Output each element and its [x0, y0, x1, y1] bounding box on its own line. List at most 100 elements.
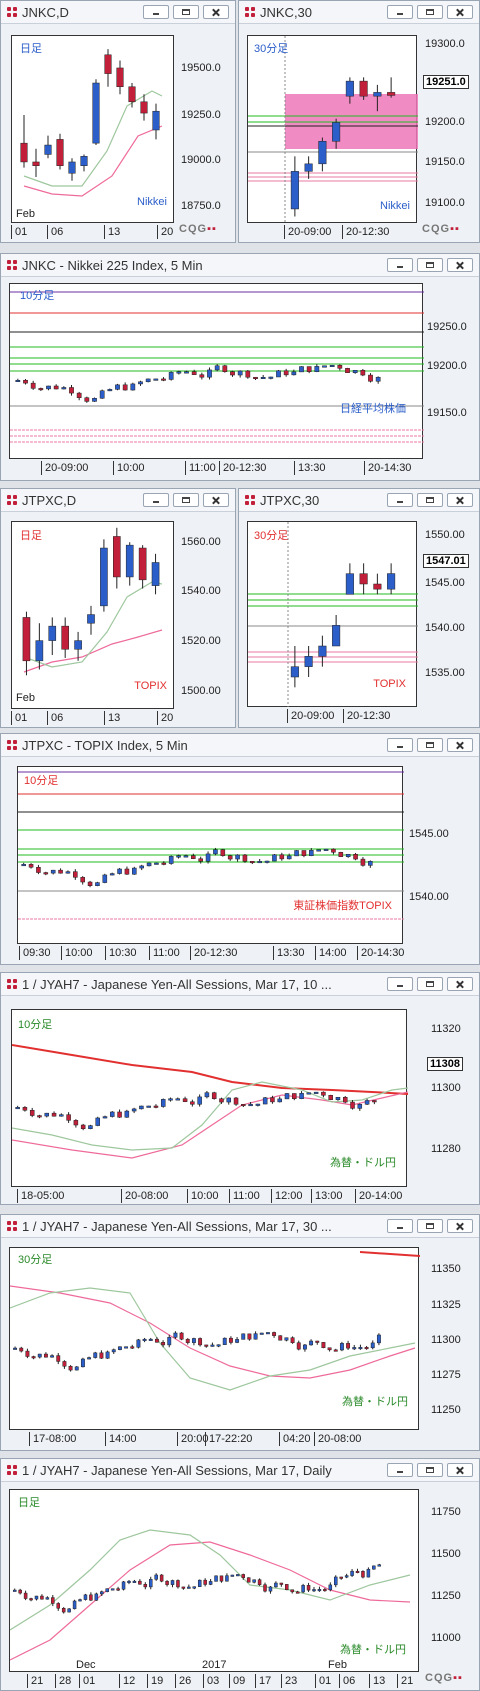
candle-body: [262, 1097, 268, 1105]
titlebar[interactable]: 1 / JYAH7 - Japanese Yen-All Sessions, M…: [1, 973, 479, 996]
minimize-button[interactable]: [143, 5, 169, 19]
close-button[interactable]: [447, 1219, 473, 1233]
candle-body: [252, 1579, 256, 1583]
maximize-button[interactable]: [173, 5, 199, 19]
titlebar[interactable]: JTPXC,30: [239, 489, 479, 512]
maximize-button[interactable]: [417, 493, 443, 507]
window-jnkc-5min[interactable]: JNKC - Nikkei 225 Index, 5 Min 10分足 日経平均…: [0, 253, 480, 481]
chart-plot[interactable]: 30分足 TOPIX: [247, 521, 418, 708]
candle-body: [161, 1342, 166, 1346]
x-tick-label: 20-08:00: [121, 1189, 168, 1203]
window-jnkc-30min[interactable]: JNKC,30 30分足 Nikkei 19300.0 19251.0 1920…: [238, 0, 480, 243]
instrument-name: 為替・ドル円: [340, 1644, 406, 1656]
y-tick-label: 19250.0: [181, 109, 221, 121]
candle-body: [306, 366, 312, 372]
candle-body: [21, 864, 26, 867]
candle-body: [345, 573, 354, 595]
close-button[interactable]: [447, 258, 473, 272]
close-button[interactable]: [447, 5, 473, 19]
maximize-button[interactable]: [417, 1463, 443, 1477]
titlebar[interactable]: 1 / JYAH7 - Japanese Yen-All Sessions, M…: [1, 1215, 479, 1238]
minimize-button[interactable]: [387, 738, 413, 752]
minimize-button[interactable]: [387, 5, 413, 19]
chart-svg: [248, 522, 418, 708]
x-tick-label: 01: [11, 711, 27, 725]
candle-body: [342, 1096, 348, 1103]
x-tick-label: 21: [397, 1674, 413, 1688]
candle-body: [23, 379, 28, 384]
chart-plot[interactable]: 10分足 東証株価指数TOPIX: [17, 766, 404, 944]
candle-body: [84, 397, 90, 402]
candle-body: [187, 1586, 191, 1589]
window-jtpxc-daily[interactable]: JTPXC,D 日足 TOPIX Feb 1560.00 1540.00 152…: [0, 488, 236, 728]
window-jyah7-10min[interactable]: 1 / JYAH7 - Japanese Yen-All Sessions, M…: [0, 972, 480, 1205]
candle-body: [268, 376, 274, 379]
maximize-button[interactable]: [417, 738, 443, 752]
close-button[interactable]: [447, 738, 473, 752]
chart-plot[interactable]: 日足 為替・ドル円 Dec 2017 Feb: [9, 1489, 419, 1672]
minimize-button[interactable]: [387, 1463, 413, 1477]
chart-plot[interactable]: 10分足 為替・ドル円: [11, 1009, 408, 1187]
minimize-button[interactable]: [387, 977, 413, 991]
chart-plot[interactable]: 日足 TOPIX Feb: [11, 521, 174, 709]
candle-body: [124, 1346, 129, 1349]
minimize-button[interactable]: [387, 258, 413, 272]
chart-plot[interactable]: 10分足 日経平均株価: [9, 283, 424, 459]
candle-body: [73, 1120, 79, 1126]
y-tick-label: 11320: [431, 1023, 461, 1035]
maximize-button[interactable]: [417, 1219, 443, 1233]
candle-body: [67, 1608, 71, 1613]
candle-body: [30, 382, 36, 389]
titlebar[interactable]: JNKC,D: [1, 1, 235, 24]
candle-body: [364, 1100, 370, 1105]
chart-svg: [18, 771, 404, 920]
period-label: 30分足: [254, 43, 289, 55]
candle-body: [197, 1096, 202, 1105]
candle-body: [31, 1356, 36, 1359]
chart-plot[interactable]: 30分足 Nikkei: [247, 35, 418, 224]
candle-body: [181, 1586, 186, 1589]
candle-body: [115, 384, 120, 390]
minimize-button[interactable]: [143, 493, 169, 507]
window-jyah7-30min[interactable]: 1 / JYAH7 - Japanese Yen-All Sessions, M…: [0, 1214, 480, 1451]
window-jtpxc-5min[interactable]: JTPXC - TOPIX Index, 5 Min 10分足 東証株価指数TO…: [0, 733, 480, 965]
minimize-button[interactable]: [387, 493, 413, 507]
window-jnkc-daily[interactable]: JNKC,D 日足 Nikkei Feb 19500.0 19250.0 190…: [0, 0, 236, 243]
close-button[interactable]: [203, 493, 229, 507]
close-button[interactable]: [203, 5, 229, 19]
x-tick-label: 20-09:00: [284, 225, 331, 239]
maximize-button[interactable]: [417, 258, 443, 272]
titlebar[interactable]: JTPXC,D: [1, 489, 235, 512]
window-jyah7-daily[interactable]: 1 / JYAH7 - Japanese Yen-All Sessions, M…: [0, 1458, 480, 1691]
x-tick-label: 13:30: [294, 461, 326, 475]
candle-body: [331, 848, 336, 853]
chart-plot[interactable]: 日足 Nikkei Feb: [11, 35, 174, 223]
candle-body: [46, 385, 51, 390]
titlebar[interactable]: JTPXC - TOPIX Index, 5 Min: [1, 734, 479, 757]
x-top-label: 2017: [202, 1659, 227, 1671]
candle-body: [22, 617, 31, 662]
titlebar[interactable]: 1 / JYAH7 - Japanese Yen-All Sessions, M…: [1, 1459, 479, 1482]
x-tick-label: 06: [47, 225, 63, 239]
candle-body: [168, 372, 174, 380]
maximize-button[interactable]: [417, 977, 443, 991]
candle-body: [89, 1594, 93, 1601]
close-button[interactable]: [447, 1463, 473, 1477]
maximize-button[interactable]: [173, 493, 199, 507]
y-tick-label: 11000: [431, 1632, 461, 1644]
x-axis: 20-09:00 20-12:30: [247, 223, 417, 241]
minimize-button[interactable]: [387, 1219, 413, 1233]
close-button[interactable]: [447, 977, 473, 991]
candle-body: [377, 1564, 382, 1567]
candle-body: [143, 1584, 148, 1588]
candle-body: [15, 379, 21, 382]
titlebar[interactable]: JNKC - Nikkei 225 Index, 5 Min: [1, 254, 479, 277]
titlebar[interactable]: JNKC,30: [239, 1, 479, 24]
chart-plot[interactable]: 30分足 為替・ドル円: [9, 1247, 420, 1430]
x-axis: 20-09:00 10:00 11:00 20-12:30 13:30 20-1…: [9, 459, 423, 477]
close-button[interactable]: [447, 493, 473, 507]
y-tick-label: 11280: [431, 1143, 461, 1155]
y-tick-label: 11350: [431, 1263, 461, 1275]
window-jtpxc-30min[interactable]: JTPXC,30 30分足 TOPIX 1550.00 1547.01 1545…: [238, 488, 480, 728]
maximize-button[interactable]: [417, 5, 443, 19]
